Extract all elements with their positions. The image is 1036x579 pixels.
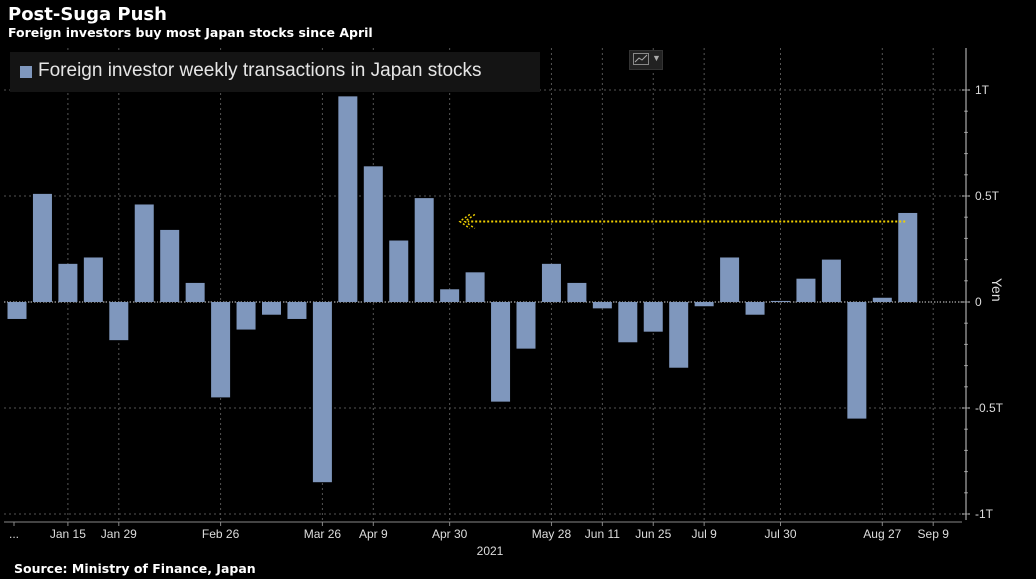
line-chart-icon (633, 53, 649, 65)
chart-subtitle: Foreign investors buy most Japan stocks … (8, 25, 373, 40)
bar (440, 289, 460, 302)
bar (211, 302, 231, 398)
bar (592, 302, 612, 309)
bar (872, 297, 892, 302)
bar (262, 302, 281, 315)
bar (134, 204, 154, 302)
y-tick-label: -0.5T (975, 401, 1004, 415)
y-tick-label: 0.5T (975, 189, 1000, 203)
y-tick-label: 1T (975, 83, 990, 97)
bar (898, 212, 918, 302)
bar (541, 263, 561, 302)
x-tick-label: Apr 30 (432, 527, 468, 541)
bar-series (7, 96, 918, 483)
bar (516, 302, 536, 349)
bar (821, 259, 841, 302)
annotation-arrowhead (458, 213, 471, 230)
x-tick-label: Aug 27 (863, 527, 901, 541)
bar (312, 302, 332, 483)
x-tick-label: ... (9, 527, 19, 541)
caret-down-icon: ▼ (652, 53, 661, 63)
bar (847, 302, 867, 419)
bar (745, 302, 765, 315)
legend-label: Foreign investor weekly transactions in … (38, 60, 482, 81)
x-tick-label: Jan 29 (101, 527, 137, 541)
bar (643, 302, 663, 332)
y-axis-label: Yen (989, 278, 1005, 302)
bar (465, 272, 485, 302)
axes: 1T 0.5T 0 -0.5T -1T... Jan 15 Jan 29 Feb 26 Mar … (4, 48, 1004, 558)
x-tick-label: Jan 15 (50, 527, 86, 541)
bar (414, 198, 434, 302)
x-tick-label: Sep 9 (918, 527, 950, 541)
x-tick-label: May 28 (532, 527, 572, 541)
x-tick-label: Jul 30 (764, 527, 796, 541)
bar (338, 96, 358, 302)
bar (109, 302, 129, 341)
x-tick-label: Jun 25 (635, 527, 671, 541)
y-tick-label: -1T (975, 507, 994, 521)
x-year-label: 2021 (477, 544, 504, 558)
chart-type-button[interactable]: ▼ (629, 50, 663, 70)
bar (32, 193, 52, 302)
bar (287, 302, 307, 319)
annotation-arrow (458, 213, 906, 230)
bar (796, 278, 816, 302)
bar (7, 302, 27, 319)
bar (669, 302, 689, 368)
bar (771, 300, 790, 302)
x-tick-label: Jul 9 (691, 527, 717, 541)
legend-swatch (20, 66, 32, 78)
bar (363, 166, 383, 302)
bar (58, 263, 78, 302)
legend: Foreign investor weekly transactions in … (10, 52, 540, 92)
bar (720, 257, 740, 302)
bar (567, 282, 587, 302)
bar (694, 302, 714, 307)
bar (491, 302, 511, 402)
chart-title: Post-Suga Push (8, 4, 167, 25)
x-tick-label: Mar 26 (304, 527, 342, 541)
y-tick-label: 0 (975, 295, 982, 309)
x-tick-label: Feb 26 (202, 527, 240, 541)
bar (236, 302, 256, 330)
x-tick-label: Jun 11 (585, 527, 620, 541)
bar (160, 229, 180, 302)
bar (618, 302, 638, 343)
bar (83, 257, 103, 302)
annotation-arrowhead (463, 213, 476, 230)
source-note: Source: Ministry of Finance, Japan (14, 561, 256, 576)
x-tick-label: Apr 9 (359, 527, 388, 541)
bar (389, 240, 409, 302)
bar (185, 282, 205, 302)
